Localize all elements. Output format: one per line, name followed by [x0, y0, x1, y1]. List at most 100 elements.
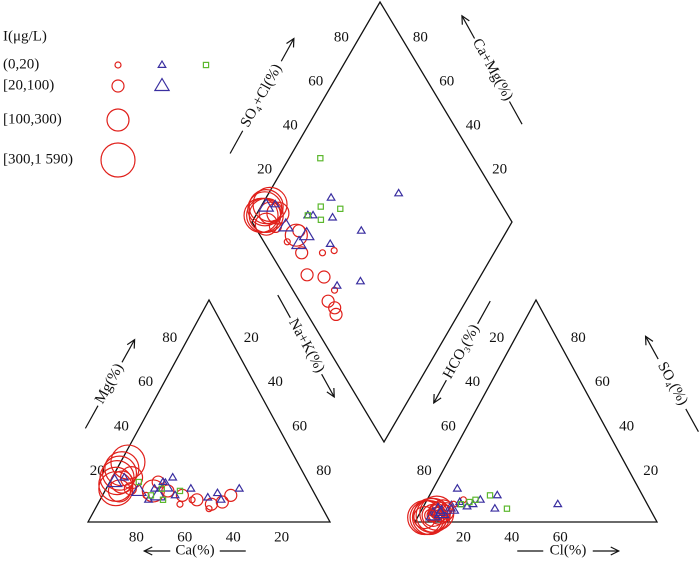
tick-label: 20 [643, 463, 658, 479]
tick-label: 20 [274, 529, 289, 545]
axis-title: Ca+Mg(%) [461, 14, 523, 125]
arrow-head [126, 338, 136, 349]
sample-triangle [106, 473, 123, 488]
sample-circle [283, 238, 291, 246]
sample-triangle [325, 238, 336, 247]
sample-circle [295, 246, 309, 260]
sample-circle [101, 455, 138, 491]
tick-label: 40 [466, 117, 481, 133]
arrow-line [277, 294, 291, 319]
sample-square [472, 496, 479, 504]
sample-triangle [119, 472, 130, 481]
axis-title: SO₄(%) [644, 335, 699, 432]
tick-label: 60 [441, 419, 456, 435]
tick-label: 60 [138, 374, 153, 390]
tick-label: 80 [413, 29, 428, 45]
tick-label: 60 [308, 73, 323, 89]
sample-circle [176, 500, 184, 508]
arrow-line [685, 408, 699, 432]
sample-triangle [212, 487, 223, 497]
tick-label: 80 [129, 529, 144, 545]
sample-triangle [492, 490, 503, 499]
sample-square [147, 492, 155, 499]
arrow-line [229, 130, 244, 154]
sample-triangle [552, 499, 563, 508]
arrow-head [610, 546, 621, 556]
sample-circle [215, 495, 229, 509]
sample-square [486, 492, 494, 499]
sample-triangle [234, 483, 245, 492]
tick-label: 80 [334, 29, 349, 45]
sample-triangle [257, 197, 275, 212]
axis-title-text: Na+K(%) [285, 316, 328, 376]
arrow-head [433, 393, 442, 405]
sample-circle [205, 505, 213, 513]
tick-label: 80 [417, 463, 432, 479]
sample-circle [317, 270, 331, 284]
tick-label: 80 [571, 330, 586, 346]
arrow-head [461, 14, 470, 25]
legend-marker [153, 77, 171, 92]
sample-circle [328, 301, 342, 315]
sample-triangle [202, 492, 213, 501]
sample-triangle [143, 494, 154, 503]
legend-label: [300,1 590) [3, 151, 73, 167]
axis-title: Ca(%) [142, 542, 246, 558]
legend-label: [100,300) [3, 111, 62, 127]
tick-label: 40 [226, 529, 241, 545]
tick-label: 40 [465, 374, 480, 390]
tick-label: 60 [292, 419, 307, 435]
sample-triangle [130, 482, 147, 497]
axis-title: Cl(%) [517, 542, 621, 558]
sample-square [304, 212, 312, 219]
sample-triangle [327, 212, 338, 221]
sample-triangle [452, 483, 463, 492]
tick-label: 20 [456, 529, 471, 545]
tick-label: 40 [114, 419, 129, 435]
tick-label: 20 [492, 161, 507, 177]
axis-title-text: HCO₃(%) [440, 322, 483, 382]
sample-square [337, 205, 344, 212]
sample-square [457, 501, 465, 508]
tick-label: 60 [553, 529, 568, 545]
legend-label: [20,100) [3, 77, 54, 93]
sample-triangle [393, 188, 404, 197]
sample-circle [284, 223, 308, 247]
sample-square [503, 505, 511, 512]
tick-label: 20 [244, 330, 259, 346]
arrow-line [508, 101, 523, 125]
arrow-head [326, 387, 335, 399]
sample-circle [142, 491, 150, 499]
sample-triangle [332, 280, 342, 289]
sample-triangle [326, 192, 336, 201]
legend-marker [106, 108, 130, 132]
sample-triangle [356, 225, 367, 234]
arrow-line [461, 15, 476, 39]
axis-title-text: Ca+Mg(%) [469, 36, 516, 104]
sample-triangle [468, 499, 478, 508]
arrow-head [644, 335, 654, 346]
arrow-head [142, 546, 153, 556]
sample-circle [224, 488, 238, 502]
sample-square [159, 496, 167, 504]
sample-triangle [270, 199, 281, 208]
sample-triangle [185, 483, 196, 492]
sample-triangle [277, 217, 295, 232]
tick-label: 80 [162, 330, 177, 346]
sample-triangle [170, 490, 180, 499]
sample-circle [243, 197, 279, 233]
sample-triangle [216, 494, 226, 503]
sample-triangle [149, 483, 160, 492]
legend-marker [100, 142, 136, 178]
sample-circle [300, 268, 314, 282]
sample-square [466, 498, 473, 506]
sample-circle [428, 509, 436, 517]
sample-triangle [490, 503, 500, 512]
sample-circle [110, 470, 134, 494]
sample-triangle [167, 472, 178, 481]
arrow-line [477, 300, 491, 325]
sample-square [317, 155, 324, 162]
anion-triangle [413, 298, 659, 523]
sample-circle [254, 212, 278, 236]
axis-title-text: Mg(%) [92, 361, 127, 407]
